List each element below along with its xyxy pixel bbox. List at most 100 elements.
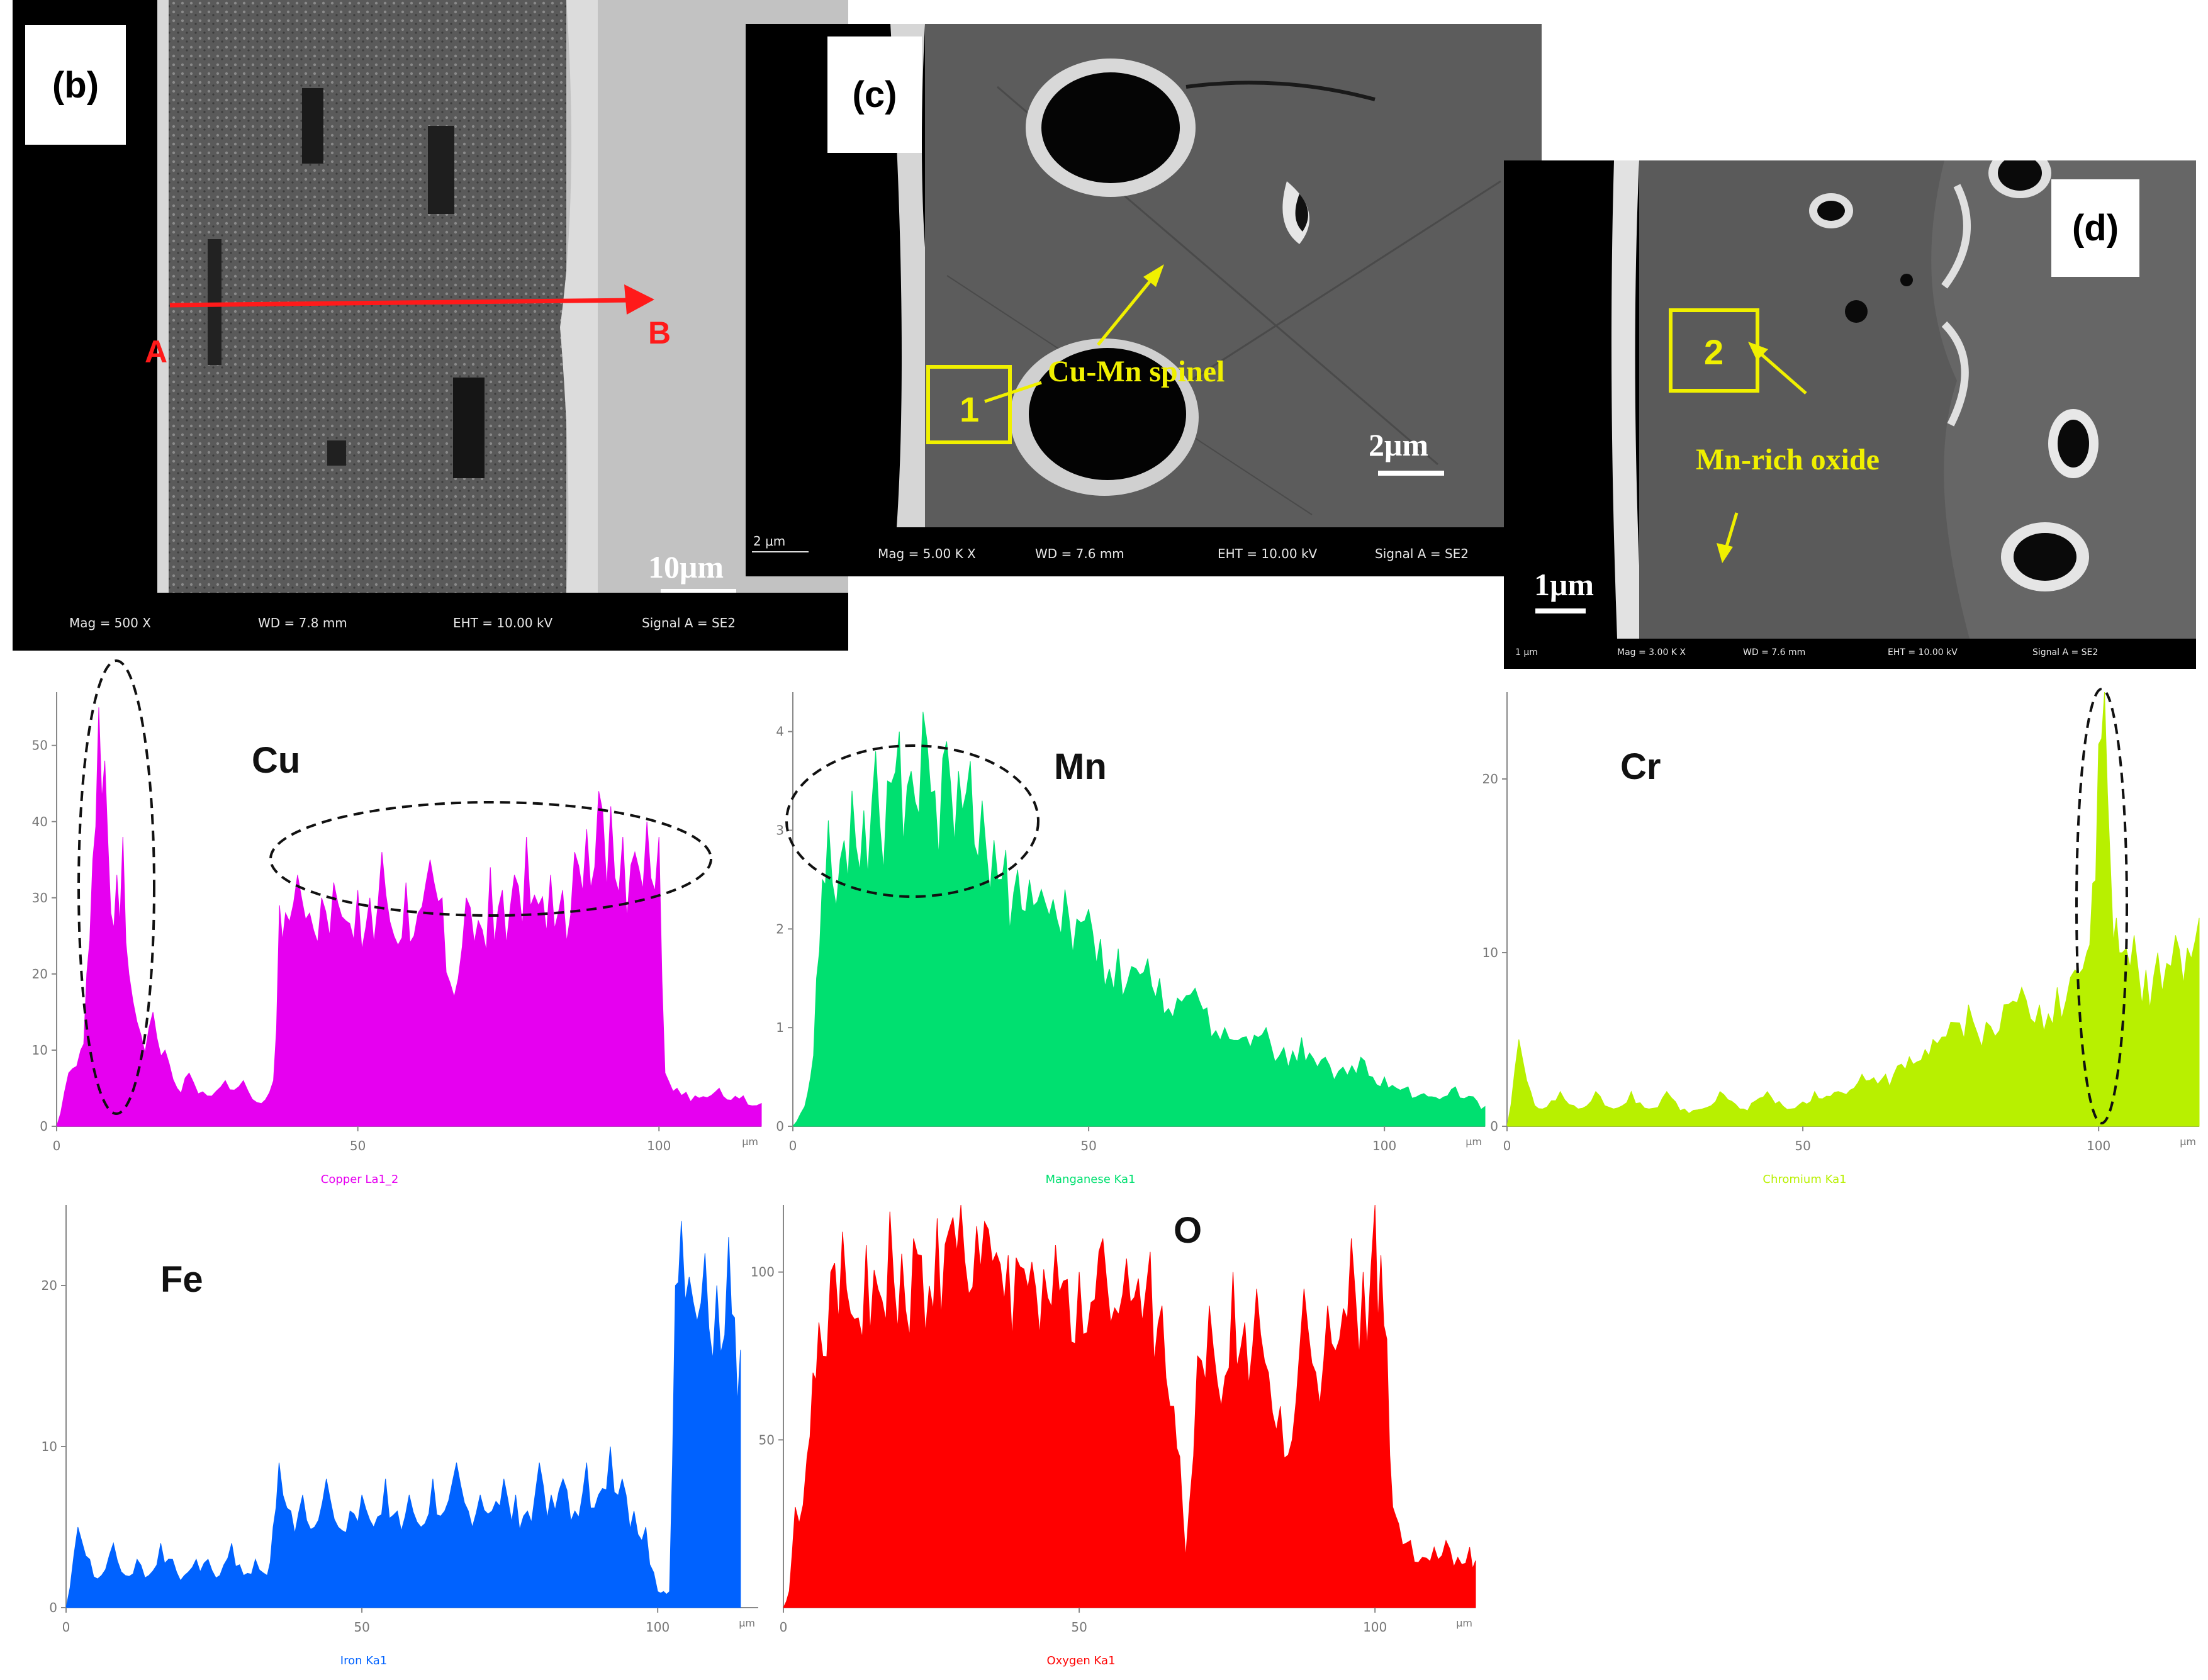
scale-text-b: 10μm (648, 549, 724, 585)
sem-image-c: (c) 1 Cu-Mn spinel 2μm 2 μm Mag = 5.00 K… (746, 24, 1542, 576)
footer-mag: Mag = 500 X (69, 615, 151, 630)
x-tick-label: 0 (1503, 1138, 1511, 1153)
footer-small-scale: 2 μm (753, 534, 786, 549)
panel-label-d: (d) (2051, 179, 2139, 277)
element-label-cr: Cr (1620, 746, 1661, 787)
y-tick-label: 100 (751, 1265, 775, 1280)
chart-cu: 0 50 100 μm 0 10 20 30 40 50 Copper La1_2 Cu (0, 659, 768, 1208)
y-tick-label: 0 (776, 1119, 784, 1134)
y-tick-label: 20 (1482, 771, 1498, 787)
series-area-fe (65, 1221, 741, 1608)
chart-fe: 0 50 100 μm 0 10 20 Iron Ka1 Fe (0, 1196, 768, 1680)
cu-mn-spinel-label: Cu-Mn spinel (1048, 355, 1225, 388)
x-unit-label: μm (739, 1617, 755, 1629)
sem-footer-c: 2 μm Mag = 5.00 K X WD = 7.6 mm EHT = 10… (746, 527, 1542, 576)
footer-mag: Mag = 3.00 K X (1617, 647, 1686, 658)
y-tick-label: 10 (1482, 945, 1498, 960)
series-label: Iron Ka1 (340, 1654, 387, 1667)
y-tick-label: 20 (42, 1278, 57, 1293)
sem-image-b: (b) A B 10μm Mag = 500 X WD = 7.8 mm EHT… (13, 0, 848, 651)
chart-mn: 0 50 100 μm 0 1 2 3 4 Manganese Ka1 Mn (724, 680, 1491, 1208)
x-unit-label: μm (1465, 1136, 1482, 1148)
sem-micrograph-c (746, 24, 1542, 527)
footer-signal: Signal A = SE2 (2032, 647, 2099, 658)
panel-label-c: (c) (827, 36, 922, 153)
x-tick-label: 100 (647, 1138, 671, 1153)
scale-bar-d (1535, 608, 1586, 613)
y-tick-label: 2 (776, 921, 784, 936)
y-tick-label: 50 (759, 1432, 775, 1447)
element-label-mn: Mn (1054, 746, 1107, 787)
chart-o: 0 50 100 μm 50 100 Oxygen Ka1 O (730, 1196, 1498, 1680)
sem-image-d: (d) 2 Mn-rich oxide 1μm 1 μm Mag = 3.00 … (1504, 160, 2196, 669)
panel-label-b: (b) (25, 25, 126, 145)
footer-wd: WD = 7.6 mm (1035, 546, 1124, 561)
region-2-label: 2 (1704, 332, 1724, 372)
y-tick-label: 50 (32, 738, 48, 753)
highlight-ellipse (2075, 688, 2128, 1124)
y-tick-label: 40 (32, 814, 48, 829)
footer-eht: EHT = 10.00 kV (453, 615, 553, 630)
x-unit-label: μm (1456, 1617, 1472, 1629)
chart-cr: 0 50 100 μm 0 10 20 Chromium Ka1 Cr (1472, 680, 2208, 1208)
point-a-label: A (145, 334, 168, 369)
footer-wd: WD = 7.8 mm (258, 615, 347, 630)
x-tick-label: 100 (1372, 1138, 1396, 1153)
element-label-fe: Fe (160, 1259, 203, 1300)
x-tick-label: 0 (789, 1138, 797, 1153)
mn-rich-oxide-label: Mn-rich oxide (1696, 443, 1880, 476)
x-unit-label: μm (2180, 1136, 2196, 1148)
sem-micrograph-d (1504, 160, 2196, 639)
element-label-cu: Cu (252, 740, 301, 781)
region-1-label: 1 (960, 389, 980, 429)
footer-small-scale: 1 μm (1515, 647, 1538, 658)
x-tick-label: 100 (646, 1620, 670, 1635)
highlight-ellipse (77, 659, 155, 1115)
footer-eht: EHT = 10.00 kV (1218, 546, 1318, 561)
sem-footer-b: Mag = 500 X WD = 7.8 mm EHT = 10.00 kV S… (13, 593, 848, 651)
line-scan-arrow (169, 284, 654, 315)
y-tick-label: 10 (32, 1043, 48, 1058)
y-tick-label: 4 (776, 724, 784, 739)
series-area-cu (56, 707, 762, 1127)
chart-fe-svg: 0 50 100 μm 0 10 20 Iron Ka1 (42, 1205, 758, 1667)
x-tick-label: 0 (62, 1620, 70, 1635)
annotation-arrows-d (1669, 308, 1807, 563)
highlight-ellipse (269, 801, 712, 917)
x-tick-label: 50 (350, 1138, 366, 1153)
highlight-ellipse (785, 744, 1040, 898)
footer-wd: WD = 7.6 mm (1743, 647, 1806, 658)
x-unit-label: μm (742, 1136, 758, 1148)
y-tick-label: 3 (776, 823, 784, 838)
x-tick-label: 50 (1795, 1138, 1810, 1153)
series-label: Oxygen Ka1 (1046, 1654, 1115, 1667)
annotation-arrows-c (926, 264, 1164, 444)
y-tick-label: 0 (1490, 1119, 1498, 1134)
x-tick-label: 0 (53, 1138, 61, 1153)
element-label-o: O (1174, 1210, 1202, 1251)
chart-cu-svg: 0 50 100 μm 0 10 20 30 40 50 Copper La1_2 (32, 659, 762, 1186)
scale-bar-c (1378, 471, 1444, 476)
y-tick-label: 0 (49, 1600, 57, 1615)
series-area-mn (792, 712, 1486, 1127)
y-tick-label: 0 (40, 1119, 48, 1134)
series-label: Copper La1_2 (321, 1173, 399, 1186)
y-tick-label: 20 (32, 966, 48, 982)
scale-text-d: 1μm (1534, 567, 1594, 602)
sem-footer-d: 1 μm Mag = 3.00 K X WD = 7.6 mm EHT = 10… (1504, 639, 2196, 669)
series-area-cr (1506, 692, 2200, 1127)
footer-eht: EHT = 10.00 kV (1888, 647, 1958, 658)
x-tick-label: 50 (354, 1620, 369, 1635)
footer-signal: Signal A = SE2 (642, 615, 736, 630)
y-tick-label: 30 (32, 890, 48, 905)
x-tick-label: 0 (780, 1620, 788, 1635)
x-tick-label: 100 (2087, 1138, 2110, 1153)
x-tick-label: 100 (1363, 1620, 1387, 1635)
point-b-label: B (648, 315, 671, 350)
scale-text-c: 2μm (1369, 427, 1428, 462)
chart-cr-svg: 0 50 100 μm 0 10 20 Chromium Ka1 (1482, 688, 2200, 1186)
y-tick-label: 10 (42, 1439, 57, 1454)
footer-mag: Mag = 5.00 K X (878, 546, 976, 561)
x-tick-label: 50 (1071, 1620, 1087, 1635)
small-scale-bar-c (752, 551, 809, 552)
